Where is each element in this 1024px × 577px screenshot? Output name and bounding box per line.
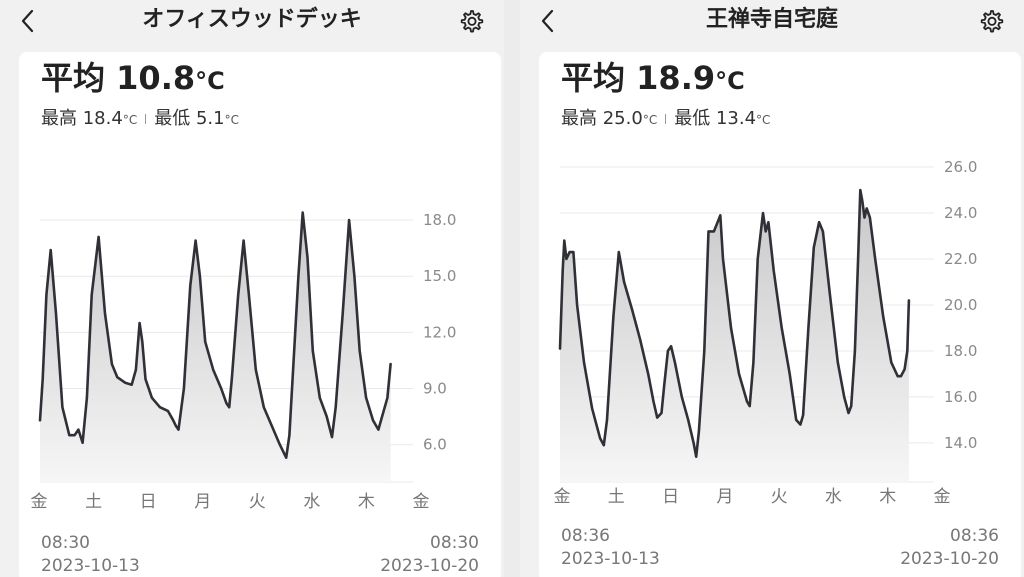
average-unit: °C: [715, 67, 745, 95]
y-tick-label: 18.0: [944, 342, 977, 360]
x-tick-label: 水: [825, 487, 842, 507]
temperature-area: [560, 190, 909, 482]
y-tick-label: 16.0: [944, 388, 977, 406]
min-value: 5.1: [195, 108, 225, 129]
min-value: 13.4: [715, 108, 757, 129]
max-value: 18.4: [82, 108, 123, 129]
panel-office-wood-deck: オフィスウッドデッキ 平均 10.8°C 最高 18.4°C 最低 5.1°C 6…: [0, 0, 504, 577]
x-tick-label: 金: [934, 487, 951, 507]
average-value: 10.8: [116, 59, 196, 97]
y-tick-label: 9.0: [423, 379, 447, 397]
y-tick-label: 14.0: [944, 434, 977, 452]
x-tick-label: 日: [662, 487, 679, 507]
min-label: 最低: [674, 108, 711, 129]
max-unit: °C: [642, 113, 658, 127]
start-time: 08:36: [561, 526, 610, 546]
x-tick-label: 水: [303, 492, 320, 512]
x-tick-label: 土: [85, 492, 102, 512]
x-tick-label: 火: [771, 487, 788, 507]
min-max-row: 最高 25.0°C 最低 13.4°C: [561, 106, 770, 133]
x-tick-label: 日: [140, 492, 157, 512]
chevron-left-icon: [541, 9, 554, 33]
average-label: 平均: [41, 59, 106, 97]
temperature-chart: 14.0 16.0 18.0 20.0 22.0 24.0 26.0 金 土 日 月 火 水 木 金: [554, 158, 978, 507]
start-date: 2023-10-13: [561, 549, 660, 569]
x-tick-label: 月: [716, 487, 733, 507]
gear-icon: [460, 10, 484, 33]
max-label: 最高: [561, 108, 597, 129]
x-tick-label: 金: [554, 487, 571, 507]
y-tick-label: 15.0: [423, 267, 456, 285]
max-value: 25.0: [602, 108, 643, 129]
header: 王禅寺自宅庭: [520, 0, 1024, 44]
end-time: 08:36: [950, 526, 999, 546]
chevron-left-icon: [21, 9, 34, 33]
x-tick-label: 土: [608, 487, 625, 507]
average-value: 18.9: [636, 59, 716, 97]
settings-button[interactable]: [978, 7, 1006, 35]
min-unit: °C: [756, 113, 771, 127]
x-tick-label: 金: [413, 492, 430, 512]
average-label: 平均: [561, 59, 626, 97]
y-tick-label: 12.0: [423, 323, 456, 341]
start-time: 08:30: [41, 533, 90, 553]
end-date: 2023-10-20: [900, 549, 999, 569]
end-time: 08:30: [430, 533, 479, 553]
average-unit: °C: [195, 67, 225, 95]
x-tick-label: 金: [31, 492, 48, 512]
temperature-area: [40, 212, 391, 482]
end-date: 2023-10-20: [380, 556, 479, 576]
min-label: 最低: [154, 108, 191, 129]
x-tick-label: 木: [879, 487, 896, 507]
x-tick-label: 木: [358, 492, 375, 512]
stats-card: 平均 18.9°C 最高 25.0°C 最低 13.4°C 14.0 16.0 18.…: [539, 52, 1021, 577]
x-tick-label: 火: [249, 492, 266, 512]
average-temperature: 平均 18.9°C: [561, 58, 745, 101]
stats-card: 平均 10.8°C 最高 18.4°C 最低 5.1°C 6.0 9.0 12.0 15…: [19, 52, 501, 577]
page-title: オフィスウッドデッキ: [142, 7, 362, 32]
back-button[interactable]: [14, 6, 44, 36]
divider: [665, 114, 667, 124]
average-temperature: 平均 10.8°C: [41, 58, 225, 101]
temperature-chart: 6.0 9.0 12.0 15.0 18.0 金 土 日 月 火 水 木 金: [31, 211, 457, 512]
divider: [145, 114, 147, 124]
y-tick-label: 22.0: [944, 250, 977, 268]
page-title: 王禅寺自宅庭: [705, 7, 838, 32]
y-tick-label: 20.0: [944, 296, 977, 314]
max-label: 最高: [41, 108, 77, 129]
temperature-line: [558, 188, 911, 458]
min-unit: °C: [224, 113, 239, 127]
start-date: 2023-10-13: [41, 556, 140, 576]
temperature-line: [38, 211, 392, 459]
max-unit: °C: [122, 113, 138, 127]
x-tick-label: 月: [194, 492, 211, 512]
y-tick-label: 24.0: [944, 204, 977, 222]
y-tick-label: 26.0: [944, 158, 977, 176]
back-button[interactable]: [534, 6, 564, 36]
y-tick-label: 6.0: [423, 436, 447, 454]
min-max-row: 最高 18.4°C 最低 5.1°C: [41, 106, 239, 133]
y-tick-label: 18.0: [423, 211, 456, 229]
header: オフィスウッドデッキ: [0, 0, 504, 44]
gear-icon: [980, 10, 1004, 33]
panel-ozenji-garden: 王禅寺自宅庭 平均 18.9°C 最高 25.0°C 最低 13.4°C 14.0…: [520, 0, 1024, 577]
settings-button[interactable]: [458, 7, 486, 35]
